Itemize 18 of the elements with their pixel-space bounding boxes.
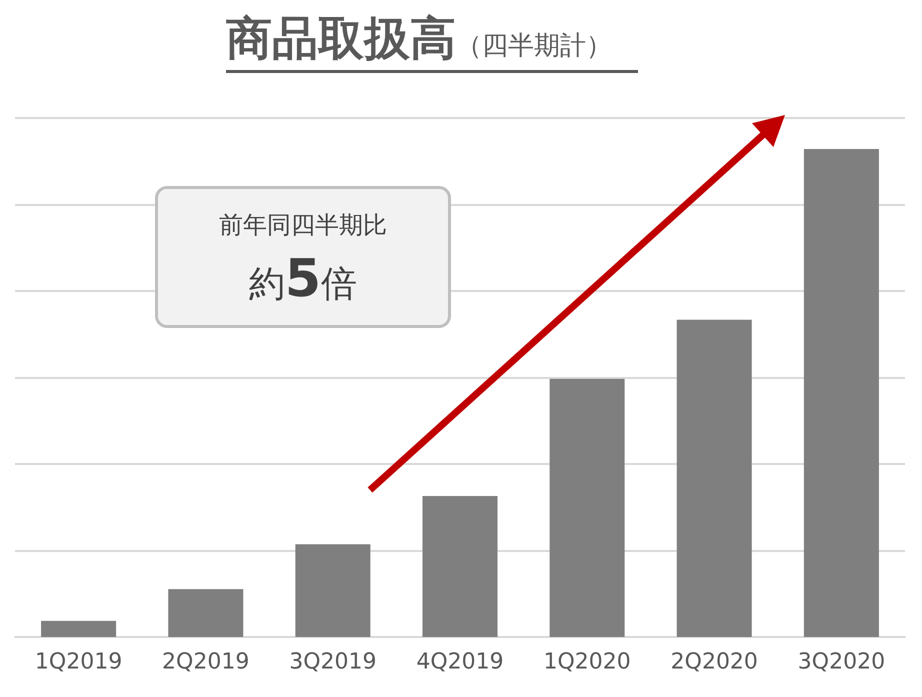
bar <box>422 496 498 637</box>
bar <box>295 544 370 637</box>
x-tick-label: 2Q2020 <box>670 650 758 674</box>
x-tick-label: 3Q2020 <box>798 650 886 674</box>
bar <box>41 620 116 637</box>
annotation: 前年同四半期比 <box>218 210 388 241</box>
bar <box>676 320 752 637</box>
annotation: 約5倍 <box>248 249 358 309</box>
bar <box>550 378 625 637</box>
x-tick-label: 2Q2019 <box>162 650 250 674</box>
x-tick-label: 1Q2020 <box>543 650 631 674</box>
bar <box>168 589 244 637</box>
x-tick-label: 4Q2019 <box>416 650 504 674</box>
chart-title: 商品取扱高 <box>226 11 456 65</box>
chart-subtitle: （四半期計） <box>456 31 612 61</box>
bar <box>804 148 879 637</box>
x-tick-label: 1Q2019 <box>34 650 122 674</box>
x-tick-label: 3Q2019 <box>289 650 377 674</box>
